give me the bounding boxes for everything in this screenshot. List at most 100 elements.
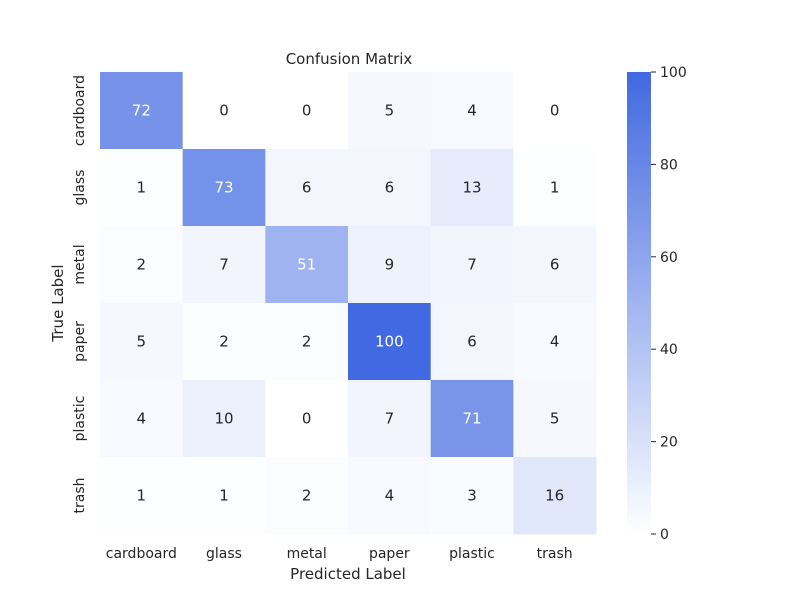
heatmap-cell [430, 149, 514, 227]
heatmap-cell [182, 149, 266, 227]
heatmap-cell [430, 72, 514, 150]
cell-value-label: 1 [137, 179, 147, 197]
heatmap-cell [430, 226, 514, 304]
y-tick-label: plastic [72, 396, 88, 442]
colorbar-tick-label: 0 [660, 527, 669, 543]
heatmap-cell [100, 72, 184, 150]
heatmap-cell [348, 380, 432, 458]
cell-value-label: 4 [467, 102, 477, 120]
colorbar-tick-label: 80 [660, 157, 678, 173]
heatmap-cell [182, 72, 266, 150]
x-tick-label: glass [206, 546, 242, 562]
y-tick-label: paper [72, 321, 88, 362]
cell-value-label: 7 [467, 256, 477, 274]
cell-value-label: 6 [467, 333, 477, 351]
cell-value-label: 7 [385, 410, 395, 428]
cell-value-label: 1 [219, 487, 229, 505]
heatmap-cell [182, 226, 266, 304]
heatmap-cell [265, 72, 349, 150]
colorbar-ticks: 0 20 40 60 80 100 [651, 65, 687, 543]
y-axis-label: True Label [49, 264, 67, 342]
heatmap-cell [513, 303, 597, 381]
heatmap-cell [348, 226, 432, 304]
heatmap-cell [513, 149, 597, 227]
y-tick-label: glass [72, 170, 88, 206]
cell-value-label: 0 [219, 102, 229, 120]
x-tick-labels: cardboard glass metal paper plastic trash [106, 546, 573, 562]
x-tick-label: trash [537, 546, 573, 562]
heatmap-cell [513, 457, 597, 535]
heatmap-cell [513, 380, 597, 458]
x-tick-label: metal [287, 546, 327, 562]
heatmap-cell [100, 149, 184, 227]
y-tick-label: trash [72, 478, 88, 514]
x-axis-label: Predicted Label [290, 565, 406, 583]
heatmap-cell [100, 380, 184, 458]
cell-value-label: 5 [137, 333, 147, 351]
cell-value-label: 4 [385, 487, 395, 505]
cell-value-label: 71 [462, 410, 481, 428]
heatmap-cell [430, 457, 514, 535]
heatmap-cell [348, 457, 432, 535]
cell-value-label: 73 [214, 179, 233, 197]
cell-value-label: 10 [214, 410, 233, 428]
colorbar-tick-label: 100 [660, 65, 687, 81]
heatmap-cell [513, 226, 597, 304]
cell-value-label: 16 [545, 487, 564, 505]
cell-value-label: 72 [132, 102, 151, 120]
y-tick-labels: cardboard glass metal paper plastic trash [72, 75, 88, 514]
heatmap-cell [100, 303, 184, 381]
cell-value-label: 3 [467, 487, 477, 505]
cell-value-label: 5 [550, 410, 560, 428]
heatmap-cell [348, 149, 432, 227]
cell-value-label: 0 [302, 410, 312, 428]
heatmap-cell [265, 457, 349, 535]
x-tick-label: paper [369, 546, 410, 562]
heatmap-cell [265, 380, 349, 458]
heatmap-cell [513, 72, 597, 150]
cell-value-label: 1 [137, 487, 147, 505]
cell-value-label: 51 [297, 256, 316, 274]
x-tick-label: plastic [449, 546, 495, 562]
chart-title: Confusion Matrix [286, 50, 413, 68]
colorbar-tick-label: 20 [660, 435, 678, 451]
cell-value-label: 6 [550, 256, 560, 274]
x-tick-label: cardboard [106, 546, 177, 562]
colorbar-tick-label: 60 [660, 250, 678, 266]
heatmap-cell [100, 226, 184, 304]
cell-value-label: 4 [550, 333, 560, 351]
cell-value-label: 13 [462, 179, 481, 197]
cell-value-label: 2 [302, 487, 312, 505]
cell-value-label: 5 [385, 102, 395, 120]
heatmap-cell [100, 457, 184, 535]
cell-value-label: 1 [550, 179, 560, 197]
cell-value-label: 7 [219, 256, 229, 274]
heatmap-cells: 72 0 0 5 4 01 73 6 6 13 12 7 51 9 7 65 2 2 100 6 44 10 0 7 71 51 1… [100, 72, 597, 535]
heatmap-cell [348, 72, 432, 150]
heatmap-cell [265, 149, 349, 227]
heatmap-cell [430, 303, 514, 381]
cell-value-label: 9 [385, 256, 395, 274]
cell-value-label: 6 [385, 179, 395, 197]
heatmap-cell [430, 380, 514, 458]
cell-value-label: 6 [302, 179, 312, 197]
heatmap-cell [182, 457, 266, 535]
colorbar-tick-label: 40 [660, 342, 678, 358]
heatmap-cell [265, 303, 349, 381]
cell-value-label: 0 [550, 102, 560, 120]
cell-value-label: 100 [375, 333, 404, 351]
colorbar [627, 72, 651, 534]
y-tick-label: metal [72, 244, 88, 284]
heatmap-cell [348, 303, 432, 381]
y-tick-label: cardboard [72, 75, 88, 146]
cell-value-label: 2 [302, 333, 312, 351]
cell-value-label: 4 [137, 410, 147, 428]
heatmap-cell [265, 226, 349, 304]
cell-value-label: 2 [219, 333, 229, 351]
heatmap-cell [182, 303, 266, 381]
heatmap-cell [182, 380, 266, 458]
cell-value-label: 0 [302, 102, 312, 120]
cell-value-label: 2 [137, 256, 147, 274]
